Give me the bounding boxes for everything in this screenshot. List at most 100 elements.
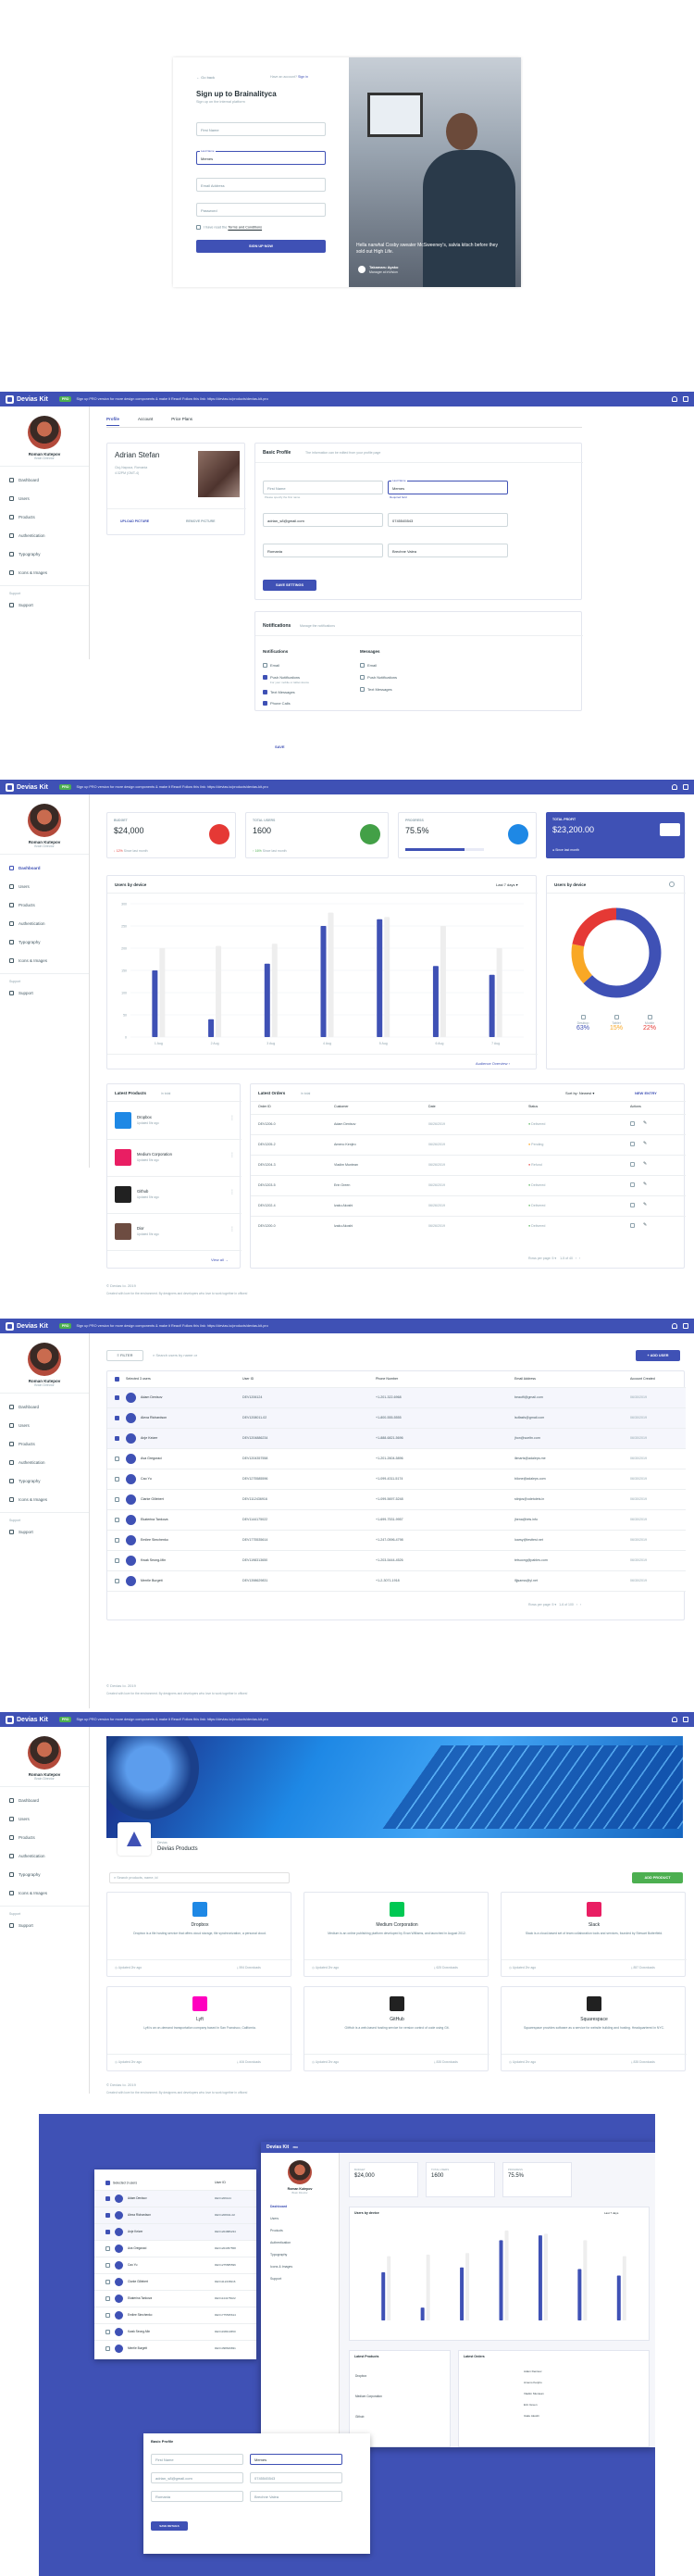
product-card[interactable]: Slack Slack is a cloud-based set of team … xyxy=(501,1892,687,1977)
nav-products[interactable]: Products xyxy=(270,2228,283,2232)
product-card[interactable]: GitHub GitHub is a web-based hosting serv… xyxy=(304,1986,490,2071)
select-all-checkbox[interactable] xyxy=(115,1377,119,1382)
nav-authentication[interactable]: Authentication xyxy=(270,2240,291,2245)
nav-icons[interactable]: Icons & Images xyxy=(270,2264,293,2269)
msg-push[interactable]: Push Notifications xyxy=(360,675,397,681)
nav-icons[interactable]: Icons & Images xyxy=(0,563,89,581)
brand-logo[interactable]: Devias Kit xyxy=(6,1715,48,1724)
table-row[interactable]: Clarke Gillebert DEV1112436916 +1-099-5697… xyxy=(107,1490,686,1510)
tab-account[interactable]: Account xyxy=(138,417,154,421)
table-row[interactable]: Anje Keizer DEV1204886234 +1-888-6821-5696… xyxy=(107,1429,686,1449)
promo-text[interactable]: Sign up PRO version for more design comp… xyxy=(76,1324,268,1328)
table-row[interactable]: DEV1203-5 Erin Green 06/26/2019 ● Delivered… xyxy=(251,1175,686,1195)
checkbox[interactable] xyxy=(105,2181,110,2185)
nav-products[interactable]: Products xyxy=(0,895,89,914)
edit-icon[interactable]: ✎ xyxy=(643,1161,648,1167)
logout-icon[interactable] xyxy=(683,784,688,790)
row-checkbox[interactable] xyxy=(105,2280,110,2284)
next-page[interactable]: › xyxy=(578,1257,581,1260)
logout-icon[interactable] xyxy=(683,1717,688,1722)
product-card[interactable]: Lyft Lyft is an on-demand transportation … xyxy=(106,1986,292,2071)
row-checkbox[interactable] xyxy=(115,1416,119,1420)
list-item[interactable]: Github Updated 5hr ago ⋮ xyxy=(107,1177,242,1214)
tab-plans[interactable]: Price Plans xyxy=(171,417,193,421)
phone-input[interactable]: 0745545543 xyxy=(250,2472,342,2483)
first-name-input[interactable]: First Name xyxy=(196,122,326,136)
table-row[interactable]: Alexa Richardson DEV1208011-02 +1-800-555-… xyxy=(107,1408,686,1429)
terms-checkbox[interactable] xyxy=(196,225,201,230)
first-name-input[interactable]: First Name xyxy=(263,481,383,494)
nav-users[interactable]: Users xyxy=(0,1416,89,1434)
upload-button[interactable]: UPLOAD PICTURE xyxy=(120,519,150,523)
table-row[interactable]: Ava Gregoraci DEV1204357558 +1-201-2604-58… xyxy=(107,1449,686,1469)
nav-support[interactable]: Support xyxy=(0,595,89,614)
nav-typography[interactable]: Typography xyxy=(0,1471,89,1490)
avatar[interactable] xyxy=(28,804,61,837)
edit-icon[interactable]: ✎ xyxy=(643,1222,648,1228)
row-checkbox[interactable] xyxy=(105,2213,110,2218)
email-input[interactable]: adrian_s8@gmail.com xyxy=(263,513,383,527)
nav-products[interactable]: Products xyxy=(0,1434,89,1453)
checkbox[interactable] xyxy=(263,690,267,695)
msg-email[interactable]: Email xyxy=(360,663,377,669)
back-link[interactable]: ← Go back xyxy=(196,75,216,80)
last-name-input[interactable]: Last Name Memes xyxy=(196,149,326,165)
table-row[interactable]: Emilee Simchenko DEV1775535614 +1-247-0596… xyxy=(107,1531,686,1551)
edit-icon[interactable]: ✎ xyxy=(643,1182,648,1187)
more-icon[interactable]: ⋮ xyxy=(229,1153,235,1158)
avatar[interactable] xyxy=(28,416,61,449)
row-checkbox[interactable] xyxy=(115,1538,119,1543)
row-checkbox[interactable] xyxy=(105,2263,110,2268)
nav-support[interactable]: Support xyxy=(0,1522,89,1541)
nav-users[interactable]: Users xyxy=(0,877,89,895)
view-icon[interactable] xyxy=(630,1223,635,1228)
view-icon[interactable] xyxy=(630,1182,635,1187)
notif-phone[interactable]: Phone Calls xyxy=(263,701,291,707)
bell-icon[interactable] xyxy=(672,396,677,402)
table-row[interactable]: Merrile Burgett DEV1398629831 +1-2-3071-19… xyxy=(107,1571,686,1592)
nav-products[interactable]: Products xyxy=(0,1828,89,1846)
new-entry-button[interactable]: NEW ENTRY xyxy=(635,1091,657,1095)
user-search[interactable]: ⌕ Search users by name or xyxy=(153,1353,198,1357)
checkbox[interactable] xyxy=(263,701,267,707)
view-icon[interactable] xyxy=(630,1142,635,1146)
notif-email[interactable]: Email xyxy=(263,663,279,669)
email-input[interactable]: Email Address xyxy=(196,178,326,192)
row-checkbox[interactable] xyxy=(105,2346,110,2351)
product-card[interactable]: Dropbox Dropbox is a file hosting service… xyxy=(106,1892,292,1977)
rows-select[interactable]: 5 xyxy=(551,1603,554,1607)
row-checkbox[interactable] xyxy=(105,2196,110,2201)
nav-icons[interactable]: Icons & Images xyxy=(0,1490,89,1508)
refresh-icon[interactable] xyxy=(669,882,675,887)
last-name-input[interactable]: Memes xyxy=(250,2454,342,2465)
password-input[interactable]: Password xyxy=(196,203,326,217)
view-icon[interactable] xyxy=(630,1203,635,1207)
table-row[interactable]: Adam Denisov DEV1206124 +1-201-322-6968 bea… xyxy=(107,1388,686,1408)
product-card[interactable]: Squarespace Squarespace provides software… xyxy=(501,1986,687,2071)
bell-icon[interactable] xyxy=(672,1717,677,1722)
nav-typography[interactable]: Typography xyxy=(0,544,89,563)
remove-button[interactable]: REMOVE PICTURE xyxy=(186,519,216,523)
save-settings-button[interactable]: SAVE SETTINGS xyxy=(263,580,316,591)
more-icon[interactable]: ⋮ xyxy=(229,1190,235,1195)
row-checkbox[interactable] xyxy=(105,2313,110,2318)
table-row[interactable]: Kwak Seong-Min DEV1198313650 +1-203-5444-4… xyxy=(107,1551,686,1571)
brand-logo[interactable]: Devias Kit xyxy=(6,782,48,792)
promo-text[interactable]: Sign up PRO version for more design comp… xyxy=(76,785,268,789)
checkbox[interactable] xyxy=(360,675,365,681)
row-checkbox[interactable] xyxy=(115,1457,119,1461)
table-row[interactable]: DEV1206-0 Adam Denisov 06/26/2019 ● Deliver… xyxy=(251,1114,686,1134)
city-input[interactable]: Brechne Valea xyxy=(388,544,508,557)
nav-dashboard[interactable]: Dashboard xyxy=(270,2204,288,2208)
nav-dashboard[interactable]: Dashboard xyxy=(0,1397,89,1416)
tab-profile[interactable]: Profile xyxy=(106,413,120,426)
nav-dashboard[interactable]: Dashboard xyxy=(0,858,89,877)
nav-authentication[interactable]: Authentication xyxy=(0,526,89,544)
logout-icon[interactable] xyxy=(683,1323,688,1329)
nav-typography[interactable]: Typography xyxy=(0,932,89,951)
terms-link[interactable]: Terms and Conditions xyxy=(228,225,263,230)
nav-support[interactable]: Support xyxy=(0,983,89,1002)
nav-users[interactable]: Users xyxy=(270,2216,279,2220)
first-name-input[interactable]: First Name xyxy=(151,2454,243,2465)
nav-typography[interactable]: Typography xyxy=(0,1865,89,1883)
